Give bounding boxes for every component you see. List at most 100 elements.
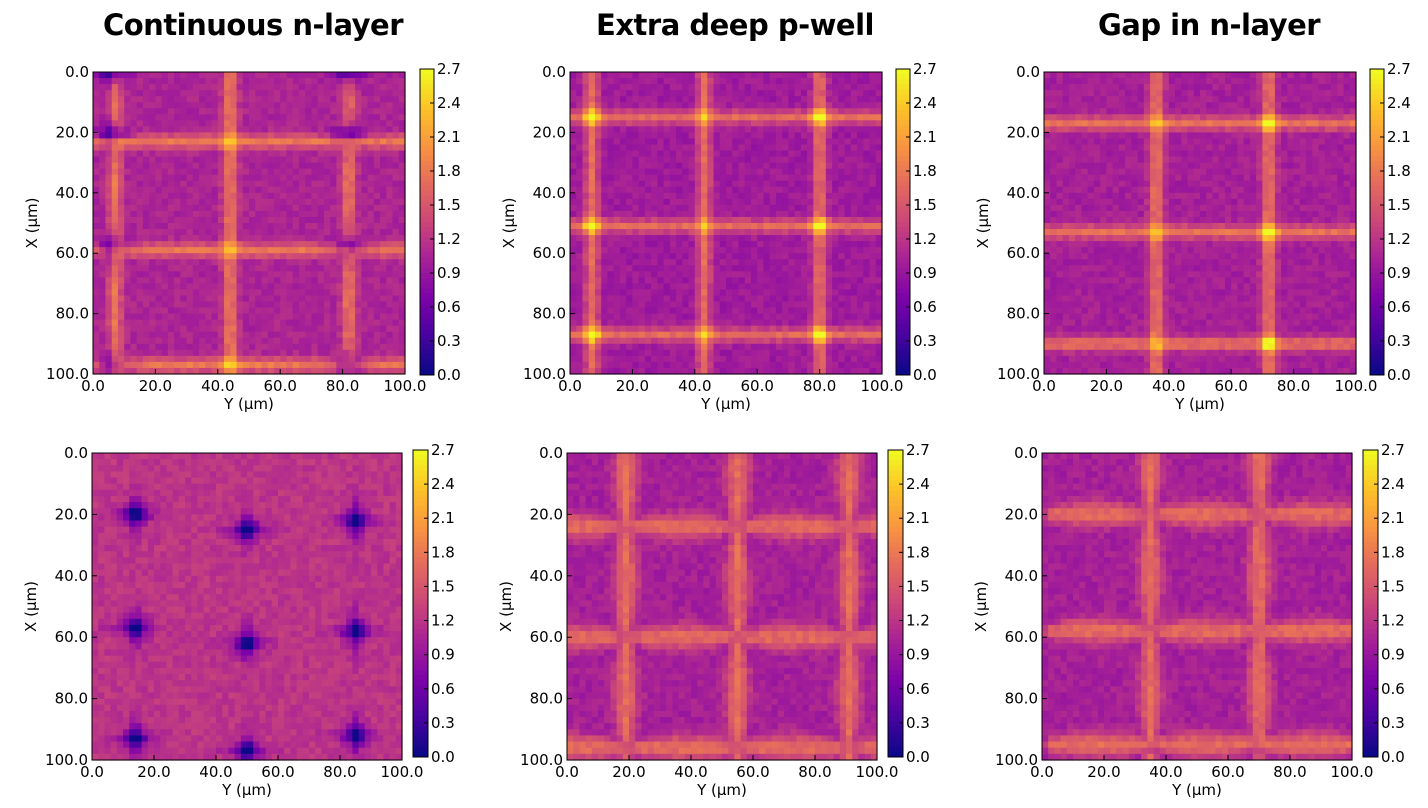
heatmap-cell bbox=[330, 132, 337, 140]
heatmap-cell bbox=[180, 132, 188, 140]
heatmap-cell bbox=[211, 72, 219, 79]
heatmap-cell bbox=[167, 108, 175, 115]
heatmap-cell bbox=[286, 150, 294, 158]
heatmap-cell bbox=[217, 180, 225, 188]
heatmap-cell bbox=[330, 126, 337, 133]
heatmap-cell bbox=[348, 174, 356, 182]
heatmap-cell bbox=[355, 108, 362, 115]
heatmap-cell bbox=[167, 144, 175, 152]
heatmap-cell bbox=[398, 78, 406, 85]
heatmap-cell bbox=[124, 96, 132, 103]
heatmap-cell bbox=[236, 96, 244, 103]
heatmap-cell bbox=[105, 132, 113, 140]
heatmap-cell bbox=[305, 132, 312, 140]
heatmap-cell bbox=[342, 180, 350, 188]
heatmap-cell bbox=[217, 168, 225, 176]
heatmap-cell bbox=[124, 186, 132, 194]
heatmap-cell bbox=[373, 120, 381, 127]
heatmap-cell bbox=[255, 168, 263, 176]
heatmap-cell bbox=[155, 84, 163, 91]
heatmap-cell bbox=[130, 72, 138, 79]
heatmap-cell bbox=[230, 162, 238, 170]
heatmap-cell bbox=[161, 72, 169, 79]
heatmap-cell bbox=[398, 72, 406, 79]
heatmap-cell bbox=[230, 186, 238, 194]
heatmap-cell bbox=[130, 162, 138, 170]
heatmap-cell bbox=[136, 156, 144, 164]
heatmap-cell bbox=[348, 144, 356, 152]
heatmap-cell bbox=[149, 90, 156, 97]
heatmap-cell bbox=[348, 168, 356, 176]
heatmap-cell bbox=[261, 156, 269, 164]
heatmap-cell bbox=[236, 72, 244, 79]
heatmap-cell bbox=[392, 132, 400, 140]
heatmap-cell bbox=[317, 78, 325, 85]
heatmap-cell bbox=[311, 144, 319, 152]
heatmap-cell bbox=[373, 90, 381, 97]
heatmap-cell bbox=[161, 174, 169, 182]
heatmap-cell bbox=[361, 102, 369, 109]
heatmap-cell bbox=[286, 174, 294, 182]
heatmap-cell bbox=[149, 72, 156, 79]
heatmap-cell bbox=[211, 102, 219, 109]
heatmap-cell bbox=[99, 180, 107, 188]
heatmap-cell bbox=[255, 108, 263, 115]
heatmap-cell bbox=[311, 78, 319, 85]
heatmap-cell bbox=[336, 180, 344, 188]
heatmap-cell bbox=[298, 120, 306, 127]
heatmap-cell bbox=[155, 132, 163, 140]
heatmap-cell bbox=[311, 168, 319, 176]
heatmap-cell bbox=[342, 138, 350, 146]
heatmap-cell bbox=[205, 126, 213, 133]
heatmap-cell bbox=[111, 78, 119, 85]
heatmap-cell bbox=[205, 144, 213, 152]
heatmap-cell bbox=[348, 138, 356, 146]
heatmap-cell bbox=[342, 144, 350, 152]
heatmap-cell bbox=[267, 132, 275, 140]
heatmap-cell bbox=[273, 96, 281, 103]
heatmap-cell bbox=[336, 102, 344, 109]
heatmap-cell bbox=[93, 114, 100, 121]
heatmap-cell bbox=[130, 132, 138, 140]
heatmap-cell bbox=[199, 168, 206, 176]
heatmap-cell bbox=[186, 144, 194, 152]
heatmap-cell bbox=[167, 174, 175, 182]
heatmap-cell bbox=[217, 132, 225, 140]
heatmap-cell bbox=[186, 180, 194, 188]
heatmap-cell bbox=[124, 174, 132, 182]
heatmap-cell bbox=[93, 102, 100, 109]
heatmap-cell bbox=[261, 162, 269, 170]
heatmap-cell bbox=[130, 102, 138, 109]
heatmap-cell bbox=[199, 96, 206, 103]
heatmap-cell bbox=[380, 180, 387, 188]
heatmap-cell bbox=[267, 84, 275, 91]
heatmap-cell bbox=[230, 90, 238, 97]
heatmap-cell bbox=[361, 72, 369, 79]
heatmap-cell bbox=[93, 90, 100, 97]
heatmap-cell bbox=[99, 174, 107, 182]
heatmap-cell bbox=[142, 156, 150, 164]
heatmap-cell bbox=[267, 90, 275, 97]
heatmap-cell bbox=[224, 120, 231, 127]
heatmap-cell bbox=[142, 186, 150, 194]
heatmap-cell bbox=[149, 126, 156, 133]
heatmap-cell bbox=[267, 174, 275, 182]
heatmap-cell bbox=[111, 144, 119, 152]
heatmap-cell bbox=[242, 84, 250, 91]
heatmap-cell bbox=[298, 126, 306, 133]
heatmap-cell bbox=[348, 150, 356, 158]
heatmap-cell bbox=[192, 162, 200, 170]
heatmap-cell bbox=[211, 114, 219, 121]
heatmap-cell bbox=[217, 156, 225, 164]
heatmap-cell bbox=[398, 90, 406, 97]
heatmap-cell bbox=[330, 108, 337, 115]
heatmap-cell bbox=[373, 156, 381, 164]
heatmap-cell bbox=[111, 150, 119, 158]
heatmap-cell bbox=[124, 114, 132, 121]
heatmap-cell bbox=[317, 186, 325, 194]
heatmap-cell bbox=[323, 180, 331, 188]
heatmap-cell bbox=[149, 102, 156, 109]
heatmap-cell bbox=[361, 84, 369, 91]
heatmap-cell bbox=[174, 126, 181, 133]
heatmap-cell bbox=[130, 150, 138, 158]
